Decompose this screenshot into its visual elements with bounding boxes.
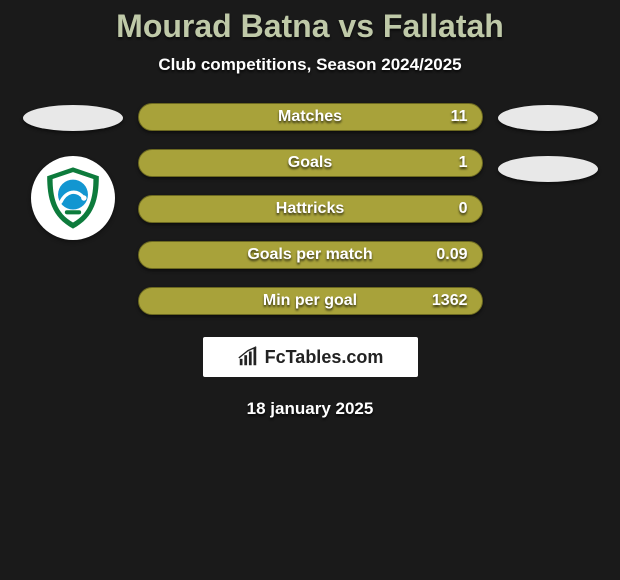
stat-bar-hattricks: Hattricks 0	[138, 195, 483, 223]
chart-icon	[237, 346, 259, 368]
brand-logo[interactable]: FcTables.com	[203, 337, 418, 377]
stat-bar-goals-per-match: Goals per match 0.09	[138, 241, 483, 269]
club-badge-left	[31, 156, 115, 240]
stat-value: 1362	[432, 292, 468, 310]
left-column	[18, 103, 128, 240]
stat-bar-goals: Goals 1	[138, 149, 483, 177]
stat-label: Hattricks	[276, 200, 344, 218]
brand-text: FcTables.com	[265, 347, 384, 368]
player-pill-right-2	[498, 156, 598, 182]
right-column	[493, 103, 603, 182]
player-pill-right-1	[498, 105, 598, 131]
stat-value: 1	[459, 154, 468, 172]
stat-label: Min per goal	[263, 292, 357, 310]
stat-label: Matches	[278, 108, 342, 126]
stat-value: 0	[459, 200, 468, 218]
stat-bar-min-per-goal: Min per goal 1362	[138, 287, 483, 315]
shield-icon	[39, 164, 107, 232]
page-title: Mourad Batna vs Fallatah	[0, 8, 620, 45]
stat-value: 11	[451, 108, 468, 126]
comparison-card: Mourad Batna vs Fallatah Club competitio…	[0, 0, 620, 419]
stats-column: Matches 11 Goals 1 Hattricks 0 Goals per…	[138, 103, 483, 315]
stat-value: 0.09	[436, 246, 467, 264]
subtitle: Club competitions, Season 2024/2025	[0, 55, 620, 75]
stat-label: Goals per match	[247, 246, 372, 264]
stat-bar-matches: Matches 11	[138, 103, 483, 131]
content-row: Matches 11 Goals 1 Hattricks 0 Goals per…	[0, 103, 620, 315]
player-pill-left	[23, 105, 123, 131]
stat-label: Goals	[288, 154, 332, 172]
date-text: 18 january 2025	[0, 399, 620, 419]
